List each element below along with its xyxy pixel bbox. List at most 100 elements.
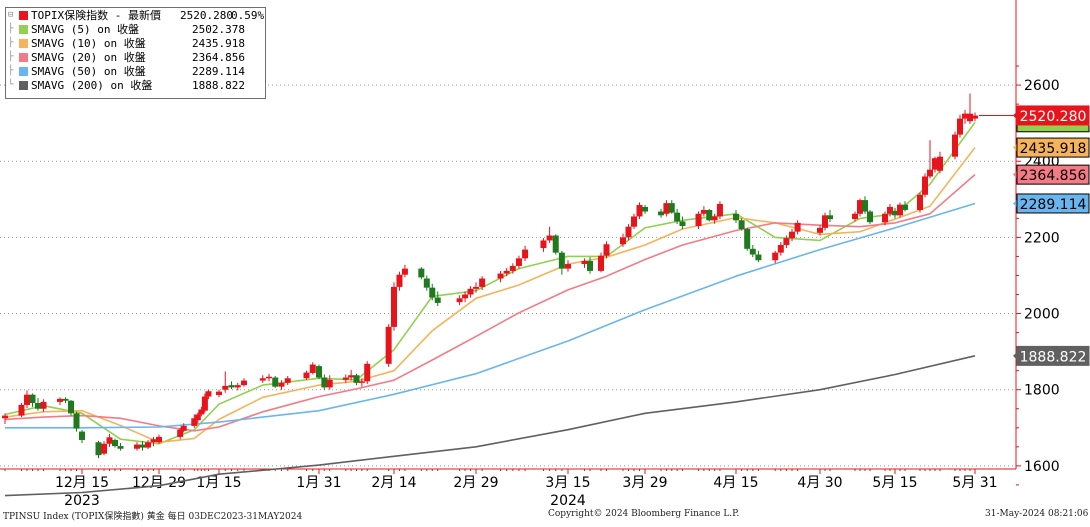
x-year-label: 2023 (64, 493, 100, 509)
candle-body (733, 213, 739, 221)
legend-label: SMAVG (50) on 收盤 (31, 65, 146, 78)
candle-body (79, 431, 85, 440)
candle-body (418, 268, 425, 278)
price-label-box (1016, 105, 1090, 126)
candle-body (503, 270, 510, 274)
candle-body (467, 288, 474, 295)
candle-body (755, 254, 762, 261)
candle-body (303, 372, 310, 379)
legend-item-smavg20[interactable]: ├ SMAVG (20) on 收盤 2364.856 (6, 51, 265, 64)
candle-body (62, 398, 69, 401)
candle-body (272, 377, 279, 387)
candle-body (620, 237, 626, 245)
candle-body (625, 226, 632, 238)
candle-body (456, 298, 463, 303)
candle-body (497, 273, 504, 279)
candle-body (927, 169, 933, 177)
x-tick-label: 5月 15 (872, 475, 917, 491)
candle-body (603, 244, 610, 256)
legend-label: SMAVG (5) on 收盤 (31, 23, 140, 36)
candle-body (972, 115, 978, 119)
candle-body (95, 442, 102, 456)
legend-value: 2289.114 (192, 65, 245, 78)
legend-value: 1888.822 (192, 79, 245, 92)
candle-body (194, 414, 201, 421)
candle-body (177, 429, 184, 437)
candle-body (711, 216, 718, 221)
series-line (4, 147, 976, 444)
candle-body (222, 385, 229, 390)
candle-body (642, 206, 648, 212)
candle-body (658, 211, 665, 216)
candle-body (887, 206, 893, 214)
candle-body (789, 231, 795, 239)
candle-body (364, 363, 371, 382)
tree-branch-icon: ├ (8, 52, 14, 62)
series-line (4, 121, 976, 445)
candle-body (198, 409, 205, 415)
candle-body (897, 204, 903, 216)
tree-collapse-icon[interactable]: ⊟ (8, 10, 14, 20)
candle-body (117, 446, 124, 449)
series-line (4, 355, 976, 497)
x-year-label: 2024 (550, 493, 586, 509)
candle-body (234, 385, 241, 388)
candle-body (892, 210, 898, 216)
candle-body (266, 376, 272, 379)
candle-body (228, 385, 235, 388)
candle-body (391, 286, 397, 327)
candle-body (205, 391, 212, 397)
price-label-box (1016, 137, 1090, 158)
legend-swatch (19, 81, 28, 90)
candle-body (68, 400, 74, 414)
chart-legend: ⊟ TOPIX保険指数 - 最新價 2520.280 0.59% ├ SMAVG… (5, 7, 266, 99)
legend-swatch (19, 39, 28, 48)
candle-body (862, 200, 868, 212)
candle-body (309, 364, 316, 373)
candle-body (565, 264, 571, 269)
candle-body (700, 209, 707, 214)
legend-item-smavg50[interactable]: ├ SMAVG (50) on 收盤 2289.114 (6, 65, 265, 78)
candle-body (817, 227, 823, 233)
candle-body (18, 404, 25, 416)
legend-label: TOPIX保険指数 - 最新價 (31, 9, 161, 22)
candle-body (957, 118, 963, 135)
x-tick-label: 1月 15 (196, 475, 241, 491)
price-label-box (1016, 193, 1090, 214)
candle-body (636, 205, 643, 217)
candle-body (663, 203, 670, 214)
candle-body (598, 255, 604, 271)
legend-value: 2435.918 (192, 37, 245, 50)
candle-body (434, 297, 441, 303)
tree-end-icon: └ (8, 80, 14, 90)
candle-body (358, 381, 365, 383)
price-label: 1888.822 (1020, 349, 1087, 365)
candle-body (35, 403, 41, 409)
candle-body (917, 194, 923, 210)
y-tick-label: 2200 (1024, 230, 1060, 246)
legend-label: SMAVG (10) on 收盤 (31, 37, 146, 50)
candle-body (24, 394, 30, 405)
candle-body (827, 215, 833, 220)
candle-body (342, 377, 349, 380)
candle-body (216, 391, 222, 396)
legend-item-smavg5[interactable]: ├ SMAVG (5) on 收盤 2502.378 (6, 23, 265, 36)
legend-item-smavg200[interactable]: └ SMAVG (200) on 收盤 1888.822 (6, 79, 265, 92)
x-tick-label: 12月 15 (55, 475, 109, 491)
legend-value: 2364.856 (192, 51, 245, 64)
footer-timestamp: 31-May-2024 08:21:06 (985, 509, 1089, 519)
legend-swatch (19, 67, 28, 76)
candle-body (522, 249, 529, 259)
candle-body (201, 396, 208, 411)
candle-body (967, 113, 973, 122)
candle-body (156, 436, 162, 443)
candle-body (631, 216, 637, 227)
candle-body (321, 377, 328, 388)
candle-body (668, 203, 675, 213)
candle-body (777, 245, 784, 253)
legend-item-price[interactable]: ⊟ TOPIX保険指数 - 最新價 2520.280 0.59% (6, 9, 265, 22)
candle-body (822, 215, 828, 228)
candle-body (423, 278, 430, 288)
legend-item-smavg10[interactable]: ├ SMAVG (10) on 收盤 2435.918 (6, 37, 265, 50)
candle-body (191, 418, 198, 426)
